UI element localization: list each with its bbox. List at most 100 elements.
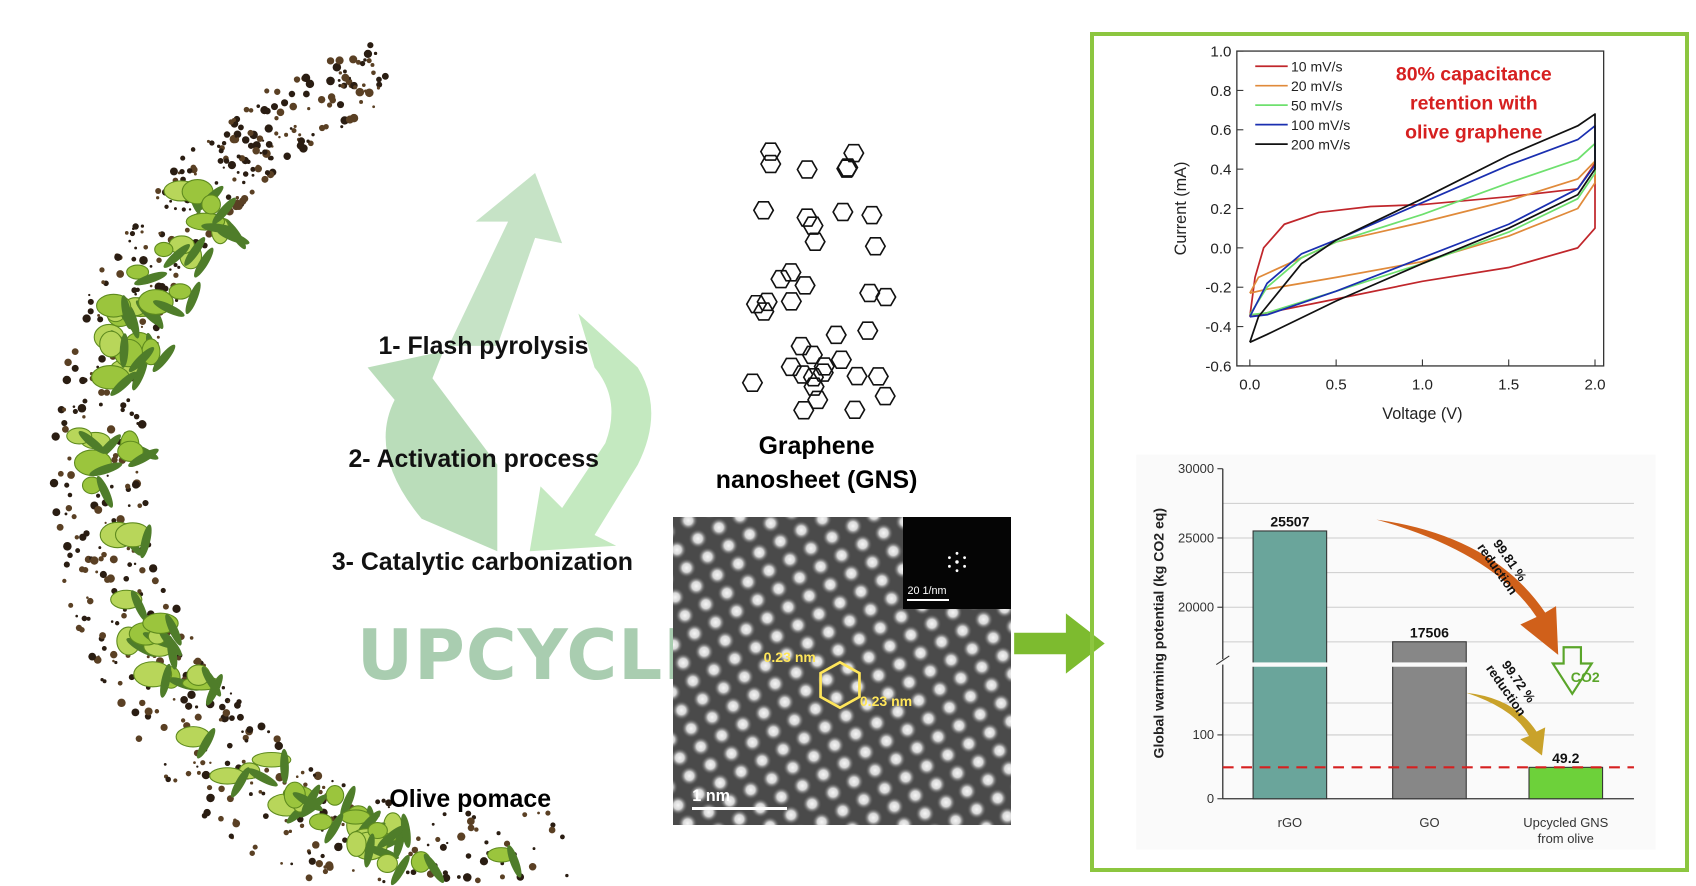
pomace-particle	[410, 869, 417, 876]
pomace-particle	[373, 51, 378, 56]
pomace-particle	[112, 659, 115, 663]
pomace-particle	[86, 596, 89, 599]
pomace-particle	[110, 620, 114, 623]
pomace-particle	[109, 484, 114, 489]
pomace-particle	[78, 566, 86, 573]
pomace-particle	[284, 132, 289, 137]
pomace-particle	[140, 224, 145, 228]
pomace-particle	[289, 127, 293, 130]
olive-leaf	[196, 728, 216, 759]
pomace-particle	[274, 131, 279, 136]
cv-curve-10mVs	[1248, 162, 1596, 318]
pomace-particle	[274, 116, 279, 121]
co2-down-icon	[1550, 645, 1594, 696]
pomace-particle	[162, 603, 169, 610]
pomace-particle	[68, 602, 74, 608]
pomace-particle	[227, 161, 237, 170]
pomace-particle	[149, 264, 153, 268]
scale-bar	[692, 806, 788, 810]
pomace-particle	[331, 779, 334, 783]
pomace-particle	[426, 843, 430, 847]
olive-leaf	[89, 462, 123, 477]
olive-leaf	[158, 629, 182, 657]
pomace-particle	[146, 655, 150, 659]
pomace-particle	[51, 432, 60, 441]
pomace-particle	[256, 104, 261, 108]
pomace-particle	[227, 700, 230, 703]
graphene-molecule	[874, 386, 896, 406]
pomace-particle	[337, 78, 341, 82]
pomace-particle	[308, 857, 316, 865]
pomace-particle	[326, 102, 333, 108]
pomace-particle	[303, 782, 308, 787]
pomace-particle	[241, 155, 245, 159]
pomace-particle	[200, 760, 206, 766]
pomace-particle	[109, 555, 118, 564]
pomace-particle	[340, 83, 345, 89]
pomace-particle	[81, 615, 88, 622]
pomace-particle	[317, 95, 326, 104]
hexagon-marker	[819, 660, 862, 709]
pomace-particle	[194, 705, 199, 709]
pomace-particle	[250, 166, 256, 172]
pomace-particle	[442, 873, 451, 882]
pomace-particle	[71, 514, 77, 520]
pomace-particle	[203, 808, 211, 817]
pomace-particle	[312, 773, 317, 777]
gns-title-line1: Graphene	[758, 431, 875, 460]
pomace-particle	[221, 686, 226, 690]
pomace-particle	[140, 325, 144, 328]
pomace-particle	[137, 503, 143, 509]
pomace-particle	[87, 597, 94, 605]
pomace-particle	[103, 389, 111, 396]
pomace-particle	[234, 134, 238, 138]
pomace-particle	[180, 155, 186, 161]
pomace-particle	[474, 877, 481, 884]
x-axis-label: Voltage (V)	[1382, 405, 1462, 423]
graphene-molecule	[875, 287, 897, 307]
pomace-particle	[311, 133, 315, 137]
y-tick-label: 0.2	[1210, 201, 1231, 218]
pomace-particle	[164, 204, 169, 209]
pomace-particle	[187, 690, 196, 700]
olive-leaf	[423, 853, 445, 884]
bar-upcycled	[1528, 766, 1603, 800]
pomace-particle	[99, 267, 105, 273]
pomace-particle	[385, 799, 393, 807]
pomace-particle	[229, 692, 233, 695]
pomace-particle	[127, 504, 131, 507]
pomace-particle	[322, 868, 329, 875]
pomace-particle	[264, 107, 271, 115]
pomace-particle	[251, 173, 255, 177]
pomace-particle	[370, 62, 375, 67]
pomace-particle	[190, 147, 196, 152]
pomace-particle	[61, 425, 69, 433]
pomace-particle	[114, 253, 122, 261]
pomace-particle	[224, 697, 231, 704]
pomace-particle	[223, 158, 230, 164]
pomace-particle	[371, 70, 376, 76]
pomace-particle	[261, 791, 266, 796]
pomace-particle	[336, 101, 345, 109]
pomace-particle	[548, 826, 556, 834]
pomace-particle	[139, 567, 146, 574]
scale-bar-label: 1 nm	[692, 787, 731, 806]
graphene-molecule	[864, 237, 887, 256]
pomace-particle	[293, 76, 301, 83]
graphene-molecule	[770, 269, 792, 289]
pomace-particle	[99, 570, 107, 579]
graphene-molecule	[780, 263, 802, 282]
pomace-particle	[323, 124, 329, 130]
pomace-particle	[308, 767, 314, 772]
pomace-particle	[349, 55, 358, 64]
pomace-particle	[262, 813, 269, 819]
pomace-particle	[165, 776, 171, 783]
pomace-particle	[257, 722, 266, 731]
olive-leaf	[247, 768, 278, 787]
pomace-particle	[65, 504, 73, 512]
pomace-particle	[297, 137, 306, 145]
legend-label: 10 mV/s	[1291, 58, 1343, 74]
pomace-particle	[238, 124, 244, 131]
pomace-particle	[560, 834, 565, 840]
pomace-particle	[142, 499, 149, 507]
